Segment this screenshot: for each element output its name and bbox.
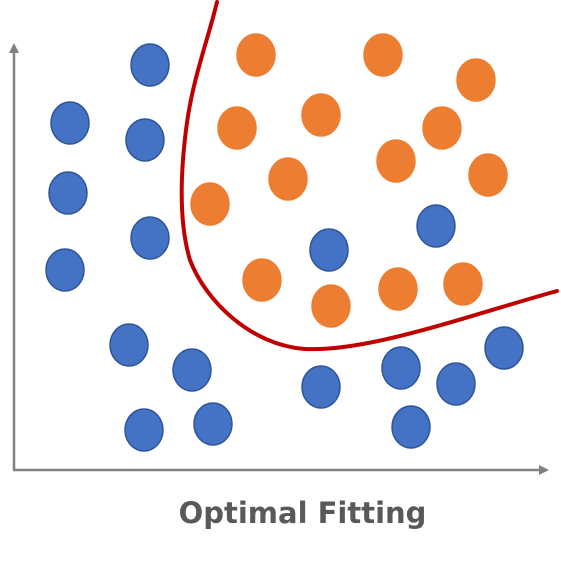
class-a-point (172, 348, 212, 392)
class-a-points (45, 43, 524, 452)
class-a-point (484, 326, 524, 370)
class-b-point (422, 106, 462, 150)
class-b-point (443, 262, 483, 306)
class-a-point (416, 204, 456, 248)
class-b-point (378, 267, 418, 311)
class-a-point (109, 323, 149, 367)
class-a-point (48, 171, 88, 215)
class-a-point (125, 118, 165, 162)
class-b-point (242, 258, 282, 302)
class-a-point (130, 43, 170, 87)
class-a-point (391, 405, 431, 449)
class-a-point (45, 248, 85, 292)
class-a-point (309, 228, 349, 272)
class-a-point (130, 216, 170, 260)
decision-boundary (179, 0, 559, 352)
class-b-point (468, 153, 508, 197)
class-b-point (301, 93, 341, 137)
class-b-point (311, 284, 351, 328)
class-b-point (236, 33, 276, 77)
class-b-points (190, 33, 508, 328)
class-b-point (376, 139, 416, 183)
class-a-point (301, 365, 341, 409)
class-a-point (50, 101, 90, 145)
class-b-point (190, 182, 230, 226)
class-b-point (217, 106, 257, 150)
class-a-point (193, 402, 233, 446)
class-b-point (363, 33, 403, 77)
class-b-point (456, 58, 496, 102)
class-a-point (124, 408, 164, 452)
class-a-point (381, 346, 421, 390)
class-b-point (268, 157, 308, 201)
diagram-caption: Optimal Fitting (178, 496, 427, 530)
class-a-point (436, 362, 476, 406)
